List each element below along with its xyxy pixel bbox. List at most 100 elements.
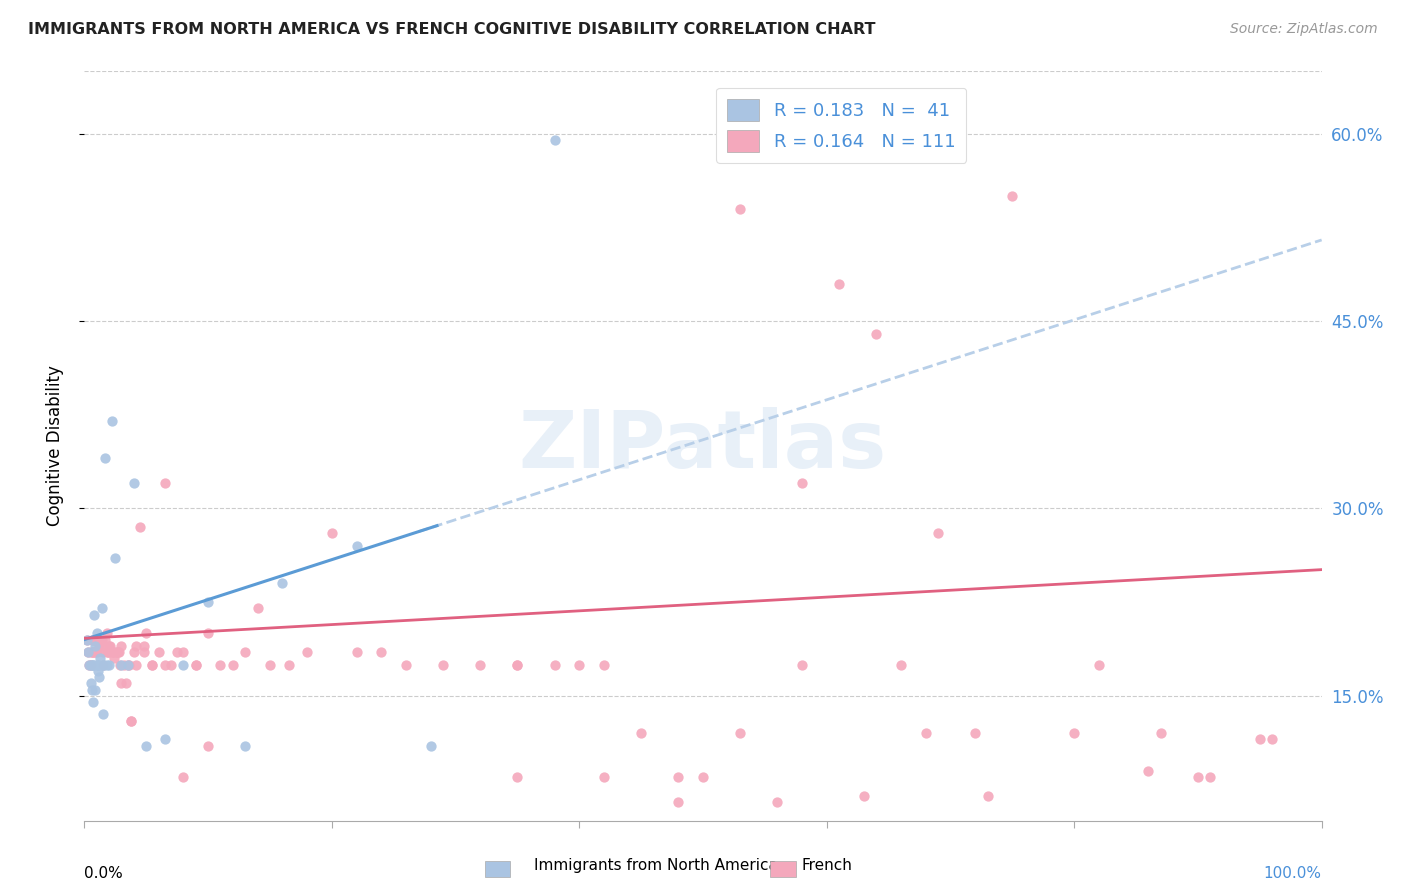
Point — [593, 657, 616, 672]
Point — [160, 657, 183, 672]
Point — [94, 632, 117, 647]
Point — [132, 645, 155, 659]
Point — [97, 645, 120, 659]
Point — [79, 657, 101, 672]
Point — [132, 639, 155, 653]
Point — [91, 657, 114, 672]
Point — [630, 726, 652, 740]
Point — [77, 645, 100, 659]
Point — [93, 657, 115, 672]
Point — [259, 657, 281, 672]
Point — [1150, 726, 1173, 740]
Point — [1261, 732, 1284, 747]
Point — [568, 657, 591, 672]
Point — [852, 789, 875, 803]
Point — [84, 682, 107, 697]
Point — [80, 682, 103, 697]
Point — [321, 526, 343, 541]
Point — [84, 632, 107, 647]
Text: IMMIGRANTS FROM NORTH AMERICA VS FRENCH COGNITIVE DISABILITY CORRELATION CHART: IMMIGRANTS FROM NORTH AMERICA VS FRENCH … — [28, 22, 876, 37]
Point — [222, 657, 245, 672]
Point — [100, 645, 122, 659]
Point — [77, 645, 100, 659]
Point — [125, 657, 148, 672]
Point — [91, 657, 114, 672]
Point — [110, 657, 132, 672]
Point — [101, 645, 124, 659]
Point — [112, 657, 135, 672]
Point — [83, 607, 105, 622]
Point — [98, 639, 121, 653]
Point — [108, 645, 131, 659]
Point — [105, 645, 128, 659]
Point — [91, 645, 114, 659]
Point — [104, 645, 127, 659]
Point — [120, 714, 142, 728]
Point — [395, 657, 418, 672]
Point — [87, 664, 110, 678]
Point — [965, 726, 987, 740]
Point — [76, 632, 98, 647]
Point — [346, 645, 368, 659]
Point — [766, 795, 789, 809]
Point — [135, 626, 157, 640]
Text: Immigrants from North America: Immigrants from North America — [534, 858, 778, 872]
Point — [79, 657, 101, 672]
Point — [80, 657, 103, 672]
Point — [84, 639, 107, 653]
Point — [593, 770, 616, 784]
Point — [1249, 732, 1271, 747]
Point — [115, 676, 138, 690]
Point — [135, 739, 157, 753]
Point — [1199, 770, 1222, 784]
Point — [82, 645, 104, 659]
Point — [271, 576, 294, 591]
Point — [89, 651, 111, 665]
Text: 0.0%: 0.0% — [84, 865, 124, 880]
Point — [80, 632, 103, 647]
Point — [865, 326, 887, 341]
Point — [93, 639, 115, 653]
Point — [110, 639, 132, 653]
Point — [1063, 726, 1085, 740]
Point — [543, 657, 565, 672]
Point — [86, 645, 108, 659]
Point — [233, 739, 256, 753]
Text: ZIPatlas: ZIPatlas — [519, 407, 887, 485]
Point — [790, 476, 813, 491]
Point — [79, 657, 101, 672]
Point — [117, 657, 139, 672]
Point — [197, 595, 219, 609]
Point — [692, 770, 714, 784]
Point — [118, 657, 141, 672]
Point — [104, 551, 127, 566]
Point — [83, 645, 105, 659]
Point — [87, 632, 110, 647]
Point — [927, 526, 949, 541]
Y-axis label: Cognitive Disability: Cognitive Disability — [45, 366, 63, 526]
Point — [76, 632, 98, 647]
Point — [110, 657, 132, 672]
Point — [184, 657, 207, 672]
Point — [83, 632, 105, 647]
Point — [84, 645, 107, 659]
Point — [96, 626, 118, 640]
Point — [129, 520, 152, 534]
Point — [184, 657, 207, 672]
Point — [122, 476, 145, 491]
Point — [122, 645, 145, 659]
Point — [107, 645, 129, 659]
Point — [82, 632, 104, 647]
Point — [246, 601, 269, 615]
Point — [153, 657, 176, 672]
Point — [172, 645, 194, 659]
Point — [103, 651, 125, 665]
Point — [172, 657, 194, 672]
Point — [79, 676, 101, 690]
Point — [83, 657, 105, 672]
Point — [976, 789, 998, 803]
Point — [89, 639, 111, 653]
Point — [828, 277, 851, 291]
Point — [666, 770, 689, 784]
Point — [89, 632, 111, 647]
